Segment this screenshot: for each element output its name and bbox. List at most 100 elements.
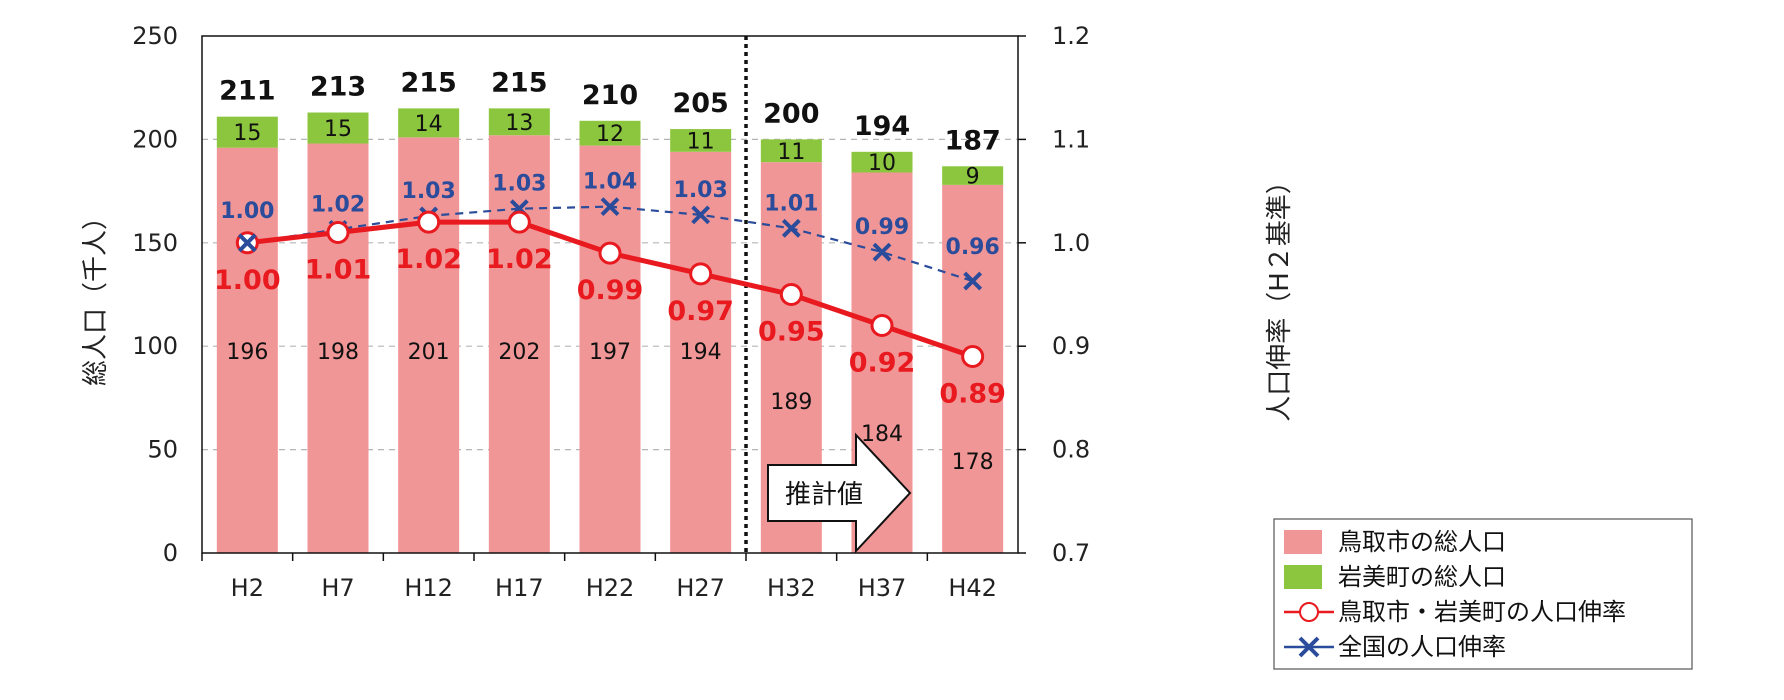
x-tick-H2: H2 bbox=[231, 574, 264, 602]
x-tick-H7: H7 bbox=[321, 574, 354, 602]
y2-tick-2: 0.9 bbox=[1052, 332, 1090, 360]
point-national-overlay bbox=[237, 233, 257, 253]
bar-tottori-H22 bbox=[579, 145, 641, 553]
label-tottori-H22: 197 bbox=[589, 340, 631, 365]
ratio-tottori-H37: 0.92 bbox=[849, 348, 916, 379]
bar-iwami-H42 bbox=[942, 166, 1004, 185]
y2-tick-5: 1.2 bbox=[1052, 22, 1090, 50]
bar-iwami-H37 bbox=[851, 151, 913, 173]
ratio-tottori-H17: 1.02 bbox=[486, 244, 553, 275]
x-tick-H12: H12 bbox=[404, 574, 453, 602]
ratio-national-H2: 1.00 bbox=[220, 199, 274, 224]
x-tick-H22: H22 bbox=[586, 574, 635, 602]
y2-tick-0: 0.7 bbox=[1052, 539, 1090, 567]
bar-iwami-H2 bbox=[216, 116, 278, 148]
legend-label-3: 全国の人口伸率 bbox=[1338, 633, 1506, 661]
total-H42: 187 bbox=[944, 125, 1000, 156]
label-iwami-H7: 15 bbox=[324, 117, 352, 142]
total-H12: 215 bbox=[400, 67, 456, 98]
bar-tottori-H7 bbox=[307, 143, 369, 553]
segment-labels: 196 15 198 15 201 14 202 13 197 12 194 11 189 11 184 10… bbox=[226, 111, 993, 475]
ratio-tottori-H42: 0.89 bbox=[939, 379, 1006, 410]
x-tick-H37: H37 bbox=[858, 574, 907, 602]
point-tottori-H42 bbox=[961, 345, 985, 369]
x-tick-H42: H42 bbox=[948, 574, 997, 602]
ratio-national-H42: 0.96 bbox=[946, 235, 1000, 260]
ratio-tottori-H27: 0.97 bbox=[667, 296, 734, 327]
total-H22: 210 bbox=[582, 80, 638, 111]
ratio-tottori-H22: 0.99 bbox=[577, 275, 644, 306]
label-iwami-H27: 11 bbox=[687, 129, 715, 154]
plot-frame bbox=[201, 35, 1019, 554]
label-iwami-H42: 9 bbox=[966, 165, 980, 190]
point-tottori-H27 bbox=[689, 262, 713, 286]
ratio-tottori-H32: 0.95 bbox=[758, 317, 825, 348]
y2-tick-3: 1.0 bbox=[1052, 229, 1090, 257]
label-iwami-H37: 10 bbox=[868, 151, 896, 176]
bar-iwami-H17 bbox=[488, 108, 550, 136]
point-tottori-H32 bbox=[779, 283, 803, 306]
point-national-H37 bbox=[872, 242, 892, 262]
forecast-label: 推計値 bbox=[785, 480, 863, 510]
axes: 0 50 100 150 200 250 0.7 0.8 0.9 1.0 1.1 1.2 H2 H7 H12… bbox=[81, 22, 1295, 602]
point-tottori-H7 bbox=[326, 220, 350, 244]
legend-swatch-0 bbox=[1284, 530, 1322, 554]
total-H37: 194 bbox=[854, 111, 910, 142]
legend-label-2: 鳥取市・岩美町の人口伸率 bbox=[1338, 598, 1626, 626]
label-iwami-H32: 11 bbox=[777, 140, 805, 165]
bar-tottori-H42 bbox=[942, 184, 1004, 553]
ratio-national-H7: 1.02 bbox=[311, 192, 365, 217]
total-H7: 213 bbox=[310, 72, 366, 103]
ratio-national-H17: 1.03 bbox=[492, 172, 546, 197]
label-tottori-H7: 198 bbox=[317, 340, 359, 365]
label-tottori-H12: 201 bbox=[408, 340, 450, 365]
bar-iwami-H22 bbox=[579, 120, 641, 146]
label-tottori-H32: 189 bbox=[770, 390, 812, 415]
y2-tick-4: 1.1 bbox=[1052, 125, 1090, 153]
bar-tottori-H12 bbox=[398, 137, 460, 553]
y-tick-4: 200 bbox=[132, 125, 178, 153]
total-labels: 211 213 215 215 210 205 200 194 187 bbox=[219, 67, 1001, 156]
point-national-H22 bbox=[600, 197, 620, 217]
y-tick-5: 250 bbox=[132, 22, 178, 50]
legend-marker-3 bbox=[1298, 636, 1320, 658]
legend-label-0: 鳥取市の総人口 bbox=[1338, 528, 1506, 556]
bar-iwami-H7 bbox=[307, 112, 369, 144]
bar-iwami-H27 bbox=[670, 129, 732, 152]
ratio-tottori-H7: 1.01 bbox=[305, 254, 372, 285]
legend-label-1: 岩美町の総人口 bbox=[1338, 563, 1506, 591]
label-tottori-H37: 184 bbox=[861, 422, 903, 447]
ratio-lines bbox=[235, 197, 985, 369]
point-national-H42 bbox=[963, 271, 983, 291]
label-iwami-H12: 14 bbox=[415, 112, 443, 137]
total-H17: 215 bbox=[491, 67, 547, 98]
ratio-labels: 1.00 1.01 1.02 1.02 0.99 0.97 0.95 0.92 0.89 1.00… bbox=[214, 170, 1006, 410]
point-tottori-H22 bbox=[598, 241, 622, 265]
x-tick-H27: H27 bbox=[676, 574, 725, 602]
ratio-national-H22: 1.04 bbox=[583, 170, 637, 195]
forecast-arrow bbox=[767, 432, 912, 554]
y2-tick-1: 0.8 bbox=[1052, 436, 1090, 464]
y-tick-1: 50 bbox=[147, 436, 178, 464]
x-tick-H17: H17 bbox=[495, 574, 544, 602]
ratio-national-H12: 1.03 bbox=[402, 179, 456, 204]
point-tottori-H17 bbox=[507, 210, 531, 234]
total-H27: 205 bbox=[672, 88, 728, 119]
ratio-national-H37: 0.99 bbox=[855, 215, 909, 240]
label-tottori-H2: 196 bbox=[226, 340, 268, 365]
y-tick-2: 100 bbox=[132, 332, 178, 360]
total-H32: 200 bbox=[763, 98, 819, 129]
bar-tottori-H2 bbox=[216, 147, 278, 553]
point-tottori-H37 bbox=[870, 314, 894, 338]
ratio-tottori-H2: 1.00 bbox=[214, 265, 281, 296]
label-iwami-H2: 15 bbox=[233, 121, 261, 146]
y2-axis-title: 人口伸率（H２基準） bbox=[1265, 168, 1295, 422]
point-national-H27 bbox=[691, 205, 711, 225]
x-tick-H32: H32 bbox=[767, 574, 816, 602]
label-iwami-H22: 12 bbox=[596, 122, 624, 147]
bar-iwami-H32 bbox=[760, 139, 822, 163]
ratio-national-H27: 1.03 bbox=[674, 178, 728, 203]
